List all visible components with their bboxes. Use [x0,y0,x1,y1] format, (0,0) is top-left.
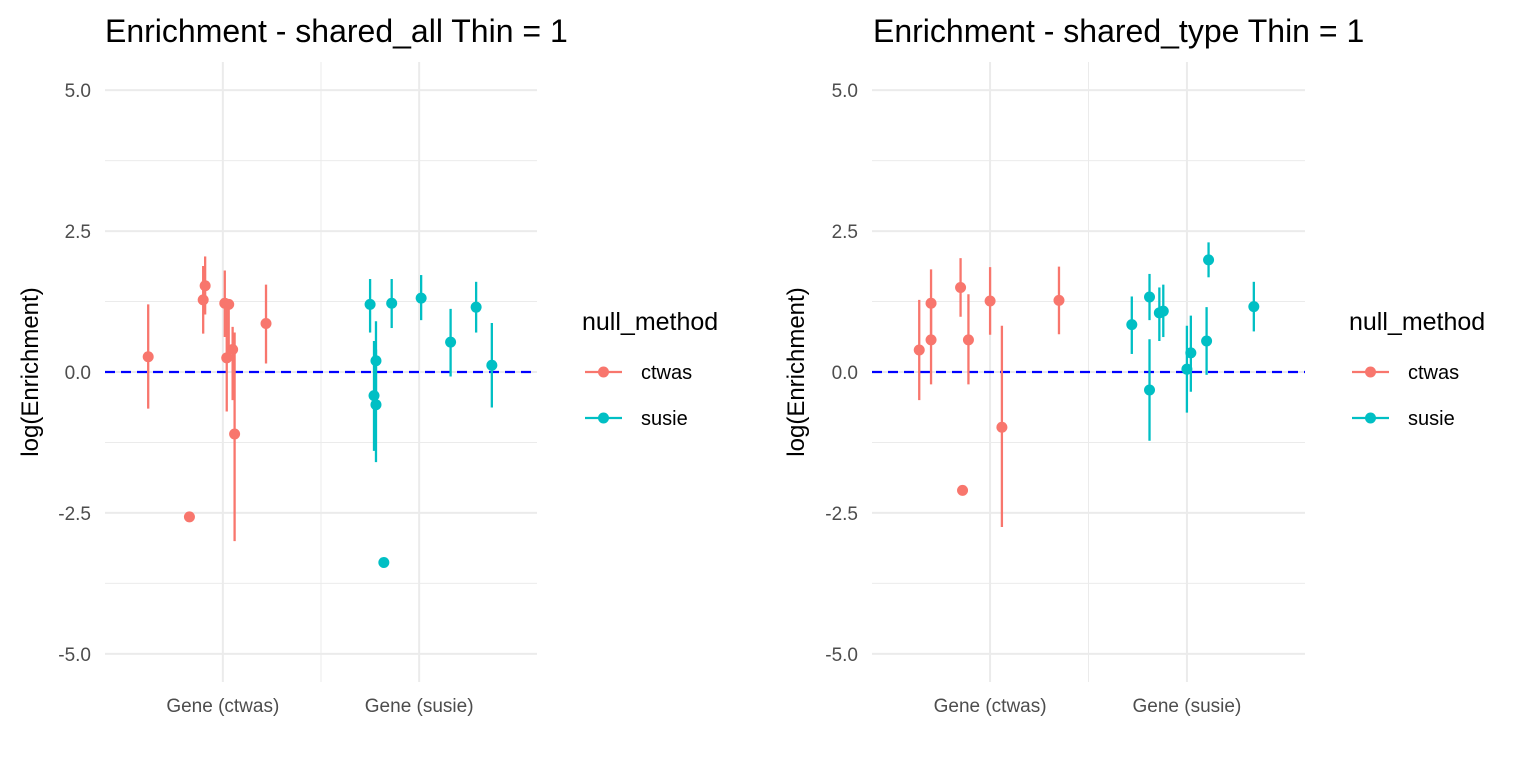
legend-title: null_method [582,308,718,336]
data-point-susie [1157,305,1169,317]
data-point-ctwas [1053,294,1065,306]
data-point-ctwas [183,511,195,523]
y-tick-label: -5.0 [58,645,91,666]
data-point-susie [1126,319,1138,331]
y-tick-label: -2.5 [825,504,858,525]
y-tick-label: 0.0 [832,363,858,384]
legend-label-ctwas: ctwas [641,362,692,384]
data-point-ctwas [955,281,967,293]
data-point-susie [415,292,427,304]
data-point-susie [1203,254,1215,266]
y-tick-label: -5.0 [825,645,858,666]
data-point-susie [470,301,482,313]
data-point-susie [1185,347,1197,359]
data-point-susie [364,298,376,310]
legend-key-point-susie [598,412,609,424]
x-tick-label: Gene (susie) [365,696,474,717]
data-point-susie [1144,384,1156,396]
y-axis-label: log(Enrichment) [17,287,44,456]
data-point-susie [486,359,498,371]
panel-shared-type: 5.0 2.5 0.0 -2.5 -5.0 Gene (ctwas) Gene (susie… [783,13,1485,717]
data-point-ctwas [142,351,154,363]
data-point-ctwas [221,352,233,364]
data-point-susie [370,399,382,411]
x-tick-label: Gene (ctwas) [166,696,279,717]
legend-key-point-ctwas [598,366,609,378]
legend-label-susie: susie [1408,408,1455,430]
data-point-susie [378,557,390,569]
data-point-ctwas [229,428,241,440]
data-point-susie [386,297,398,309]
data-point-ctwas [996,421,1008,433]
data-point-susie [1201,335,1213,347]
y-tick-label: 0.0 [65,363,91,384]
data-point-susie [445,336,457,348]
data-point-ctwas [984,295,996,307]
legend-key-point-susie [1365,412,1376,424]
data-point-susie [1144,291,1156,303]
data-point-ctwas [223,298,235,310]
legend-key-point-ctwas [1365,366,1376,378]
y-tick-label: 5.0 [65,81,91,102]
y-tick-label: 2.5 [65,222,91,243]
y-tick-label: 5.0 [832,81,858,102]
data-point-ctwas [962,334,974,346]
data-point-ctwas [199,280,211,292]
data-point-ctwas [925,334,937,346]
data-point-ctwas [227,343,239,355]
y-tick-label: 2.5 [832,222,858,243]
data-point-ctwas [913,344,925,356]
panel-shared-all: 5.0 2.5 0.0 -2.5 -5.0 Gene (ctwas) Gene (susie… [17,13,718,717]
y-axis-label: log(Enrichment) [783,287,810,456]
data-point-susie [1248,301,1260,313]
chart-title: Enrichment - shared_type Thin = 1 [873,13,1364,49]
data-point-ctwas [197,294,209,306]
data-point-susie [1181,363,1193,375]
data-point-susie [368,390,380,402]
x-tick-label: Gene (ctwas) [934,696,1047,717]
y-tick-label: -2.5 [58,504,91,525]
legend-label-ctwas: ctwas [1408,362,1459,384]
legend-label-susie: susie [641,408,688,430]
data-point-ctwas [957,484,969,496]
x-tick-label: Gene (susie) [1133,696,1242,717]
legend-title: null_method [1349,308,1485,336]
data-point-ctwas [260,318,272,330]
chart-title: Enrichment - shared_all Thin = 1 [105,13,568,49]
